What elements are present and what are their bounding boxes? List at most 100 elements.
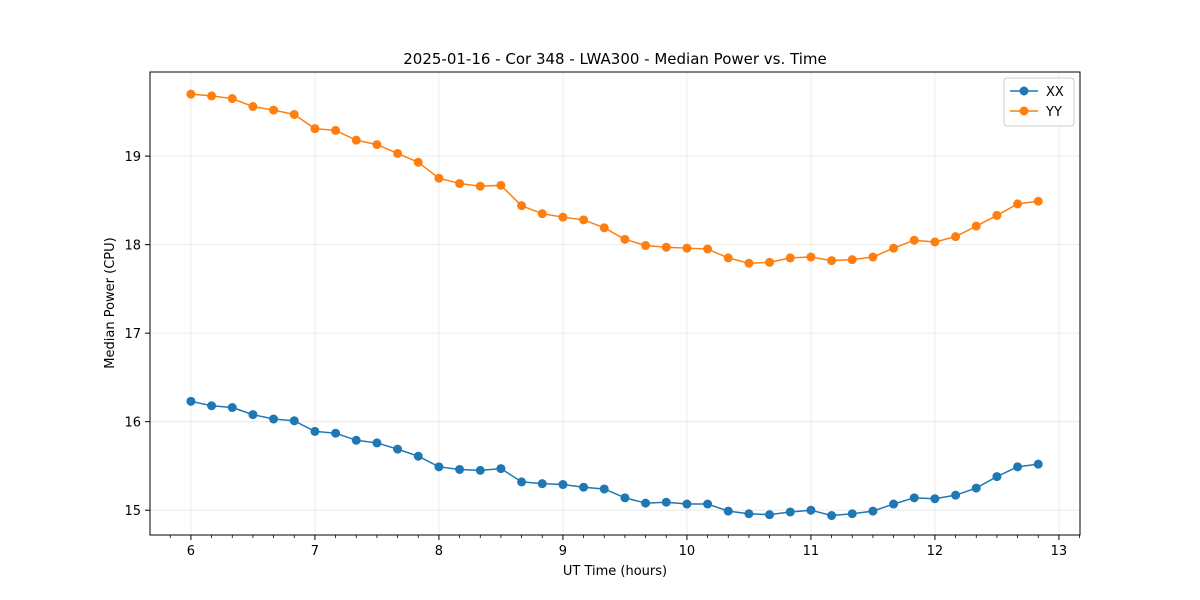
data-point-yy bbox=[207, 91, 217, 101]
data-point-xx bbox=[744, 509, 754, 519]
data-point-xx bbox=[579, 482, 589, 492]
data-point-xx bbox=[207, 401, 217, 411]
data-point-yy bbox=[413, 157, 423, 167]
x-tick-label: 12 bbox=[927, 544, 944, 559]
data-point-yy bbox=[351, 135, 361, 145]
y-axis-label: Median Power (CPU) bbox=[103, 237, 118, 368]
data-point-yy bbox=[847, 255, 857, 265]
data-point-xx bbox=[620, 493, 630, 503]
data-point-xx bbox=[413, 451, 423, 461]
legend-label-yy: YY bbox=[1045, 105, 1062, 120]
data-point-yy bbox=[620, 234, 630, 244]
data-point-xx bbox=[393, 444, 403, 454]
x-tick-label: 9 bbox=[559, 544, 567, 559]
data-point-yy bbox=[992, 210, 1002, 220]
data-point-xx bbox=[351, 435, 361, 445]
data-point-xx bbox=[227, 403, 237, 413]
x-axis-label: UT Time (hours) bbox=[563, 564, 667, 579]
data-point-yy bbox=[393, 148, 403, 158]
data-point-yy bbox=[310, 124, 320, 134]
data-point-xx bbox=[661, 497, 671, 507]
data-point-xx bbox=[455, 464, 465, 474]
data-point-yy bbox=[785, 253, 795, 263]
data-point-xx bbox=[289, 416, 299, 426]
data-point-xx bbox=[971, 483, 981, 493]
data-point-yy bbox=[186, 89, 196, 99]
y-tick-label: 18 bbox=[124, 239, 141, 254]
x-tick-label: 13 bbox=[1051, 544, 1068, 559]
data-point-xx bbox=[827, 511, 837, 521]
data-point-yy bbox=[289, 109, 299, 119]
data-point-yy bbox=[868, 252, 878, 262]
legend: XX YY bbox=[1003, 77, 1075, 127]
data-point-yy bbox=[372, 140, 382, 150]
data-point-yy bbox=[227, 94, 237, 104]
data-point-yy bbox=[496, 180, 506, 190]
data-point-yy bbox=[331, 125, 341, 135]
grid bbox=[150, 72, 1080, 535]
data-point-xx bbox=[868, 506, 878, 516]
data-point-yy bbox=[558, 212, 568, 222]
data-point-yy bbox=[455, 179, 465, 189]
data-point-xx bbox=[475, 465, 485, 475]
data-point-yy bbox=[248, 102, 258, 112]
data-point-xx bbox=[889, 499, 899, 509]
data-point-xx bbox=[186, 396, 196, 406]
data-point-yy bbox=[951, 232, 961, 242]
data-point-yy bbox=[1033, 196, 1043, 206]
data-point-xx bbox=[599, 484, 609, 494]
data-point-yy bbox=[1013, 199, 1023, 209]
legend-label-xx: XX bbox=[1046, 85, 1064, 100]
data-point-xx bbox=[806, 505, 816, 515]
data-point-yy bbox=[909, 235, 919, 245]
data-point-yy bbox=[930, 237, 940, 247]
data-point-xx bbox=[682, 499, 692, 509]
series-layer bbox=[186, 89, 1043, 521]
data-point-xx bbox=[765, 510, 775, 520]
y-tick-label: 15 bbox=[124, 504, 141, 519]
chart-title: 2025-01-16 - Cor 348 - LWA300 - Median P… bbox=[403, 50, 827, 68]
legend-marker-yy bbox=[1019, 106, 1029, 116]
data-point-yy bbox=[517, 201, 527, 211]
x-tick-label: 11 bbox=[803, 544, 820, 559]
data-point-yy bbox=[475, 181, 485, 191]
ticks: 6 7 8 9 10 11 12 13 15 16 17 18 19 bbox=[124, 150, 1080, 559]
data-point-xx bbox=[847, 509, 857, 519]
data-point-xx bbox=[269, 414, 279, 424]
data-point-xx bbox=[517, 477, 527, 487]
data-point-xx bbox=[1033, 459, 1043, 469]
legend-marker-xx bbox=[1019, 86, 1029, 96]
data-point-xx bbox=[248, 410, 258, 420]
data-point-xx bbox=[496, 464, 506, 474]
data-point-yy bbox=[765, 257, 775, 267]
y-tick-label: 19 bbox=[124, 150, 141, 165]
data-point-yy bbox=[889, 243, 899, 253]
data-point-yy bbox=[269, 105, 279, 115]
plot-frame bbox=[149, 71, 1081, 536]
data-point-yy bbox=[682, 243, 692, 253]
x-tick-label: 8 bbox=[435, 544, 443, 559]
data-point-xx bbox=[558, 480, 568, 490]
data-point-xx bbox=[331, 428, 341, 438]
data-point-yy bbox=[744, 258, 754, 268]
data-point-xx bbox=[1013, 462, 1023, 472]
x-tick-label: 6 bbox=[187, 544, 195, 559]
data-point-yy bbox=[579, 215, 589, 225]
data-point-yy bbox=[971, 221, 981, 231]
data-point-xx bbox=[703, 499, 713, 509]
data-point-xx bbox=[641, 498, 651, 508]
y-tick-label: 17 bbox=[124, 327, 141, 342]
data-point-yy bbox=[537, 209, 547, 219]
data-point-xx bbox=[372, 438, 382, 448]
x-tick-label: 7 bbox=[311, 544, 319, 559]
data-point-xx bbox=[310, 426, 320, 436]
data-point-yy bbox=[703, 244, 713, 254]
data-point-yy bbox=[827, 256, 837, 266]
data-point-yy bbox=[641, 241, 651, 251]
data-point-yy bbox=[599, 223, 609, 233]
data-point-xx bbox=[434, 462, 444, 472]
data-point-yy bbox=[723, 253, 733, 263]
data-point-yy bbox=[661, 242, 671, 252]
data-point-xx bbox=[723, 506, 733, 516]
